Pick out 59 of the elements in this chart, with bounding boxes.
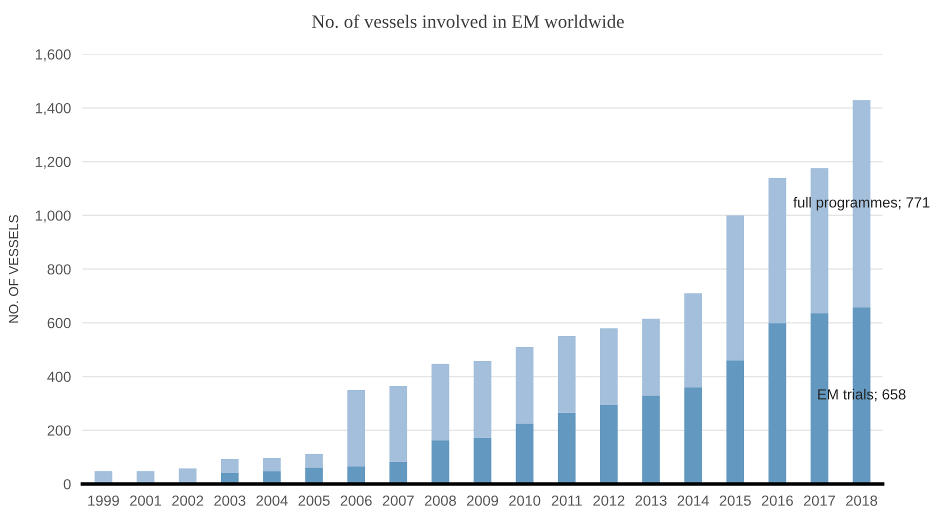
x-tick-label: 2011 (552, 496, 582, 506)
bar (474, 438, 492, 484)
x-tick-label: 2016 (762, 496, 793, 506)
bar (600, 405, 618, 484)
x-tick-label: 2003 (214, 496, 246, 506)
bar (642, 318, 660, 396)
bar (220, 459, 239, 473)
y-tick-label: 0 (64, 479, 71, 490)
bar (474, 360, 492, 438)
y-tick-label: 200 (48, 425, 71, 436)
bar (263, 471, 281, 484)
bar (432, 440, 450, 484)
bar (768, 323, 786, 484)
x-tick-label: 2005 (298, 496, 330, 506)
x-tick-label: 2012 (593, 496, 624, 506)
bar (516, 347, 534, 424)
y-tick-label: 400 (47, 372, 71, 382)
bar (94, 471, 112, 484)
x-tick-label: 2017 (804, 496, 835, 506)
bar (432, 364, 450, 440)
bar (389, 386, 408, 462)
bar (726, 360, 744, 484)
x-tick-label: 2001 (130, 496, 162, 506)
x-tick-label: 2008 (424, 496, 456, 506)
y-tick-label: 1,400 (36, 103, 71, 116)
y-tick-label: 600 (48, 318, 71, 328)
x-tick-label: 2006 (340, 496, 372, 506)
bar (305, 454, 323, 468)
x-tick-label: 2015 (720, 496, 751, 506)
x-tick-label: 2002 (172, 496, 204, 506)
bar (558, 412, 576, 484)
bar (726, 215, 744, 360)
x-tick-label: 2004 (256, 496, 288, 506)
x-tick-label: 2007 (382, 496, 414, 506)
bar (263, 458, 281, 472)
bar (516, 424, 534, 484)
y-tick-label: 1,000 (36, 210, 71, 223)
data-label: full programmes; 771 (793, 196, 930, 210)
y-tick-label: 1,200 (36, 156, 71, 169)
x-tick-label: 2018 (846, 496, 878, 506)
bar (136, 471, 154, 484)
x-tick-label: 2013 (636, 496, 667, 506)
bar (347, 390, 365, 466)
bar (642, 396, 660, 484)
bar (684, 387, 702, 484)
x-tick-label: 1999 (88, 496, 119, 506)
bar (768, 178, 786, 324)
bar (558, 336, 576, 413)
x-tick-label: 2010 (509, 496, 540, 506)
x-tick-label: 2014 (678, 496, 709, 506)
bar (600, 328, 618, 406)
x-tick-label: 2009 (467, 496, 498, 506)
bar (389, 462, 408, 484)
y-tick-label: 800 (48, 264, 71, 275)
chart-title: No. of vessels involved in EM worldwide (312, 14, 624, 28)
bar (305, 468, 323, 484)
y-tick-label: 1,600 (36, 49, 71, 62)
y-axis-title: NO. OF VESSELS (8, 215, 18, 323)
bar (684, 293, 702, 388)
